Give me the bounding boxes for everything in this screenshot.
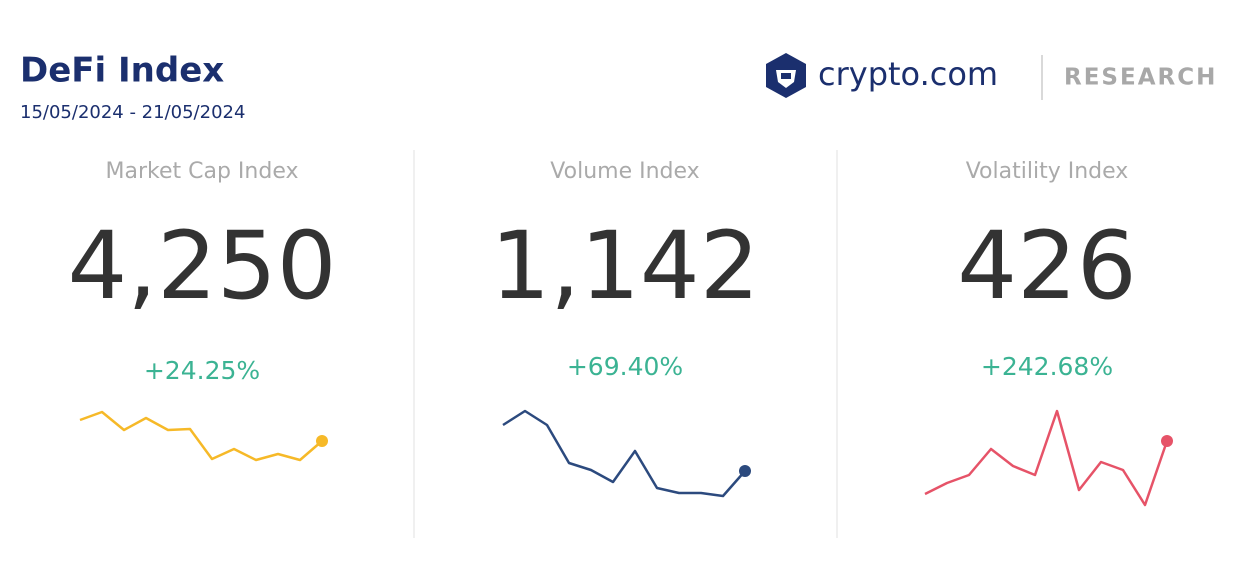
date-range: 15/05/2024 - 21/05/2024: [20, 102, 245, 123]
card-label: Volatility Index: [966, 159, 1129, 184]
card-label: Volume Index: [550, 159, 699, 184]
card-change: +69.40%: [567, 352, 683, 381]
sparkline: [79, 410, 323, 462]
card-label: Market Cap Index: [106, 159, 299, 184]
logo-icon: [766, 53, 806, 98]
sparkline: [502, 409, 746, 498]
card-value: 1,142: [490, 212, 759, 321]
sparkline-end-dot: [739, 465, 751, 477]
sparkline-end-dot: [1161, 435, 1173, 447]
title: DeFi Index: [20, 51, 224, 91]
sparkline: [924, 409, 1169, 507]
card-change: +242.68%: [981, 352, 1113, 381]
sparkline-end-dot: [316, 435, 328, 447]
brand-name: crypto.com: [818, 55, 998, 93]
card-value: 426: [957, 212, 1136, 321]
card-value: 4,250: [67, 212, 336, 321]
section-label: RESEARCH: [1064, 65, 1217, 91]
card-change: +24.25%: [144, 356, 260, 385]
